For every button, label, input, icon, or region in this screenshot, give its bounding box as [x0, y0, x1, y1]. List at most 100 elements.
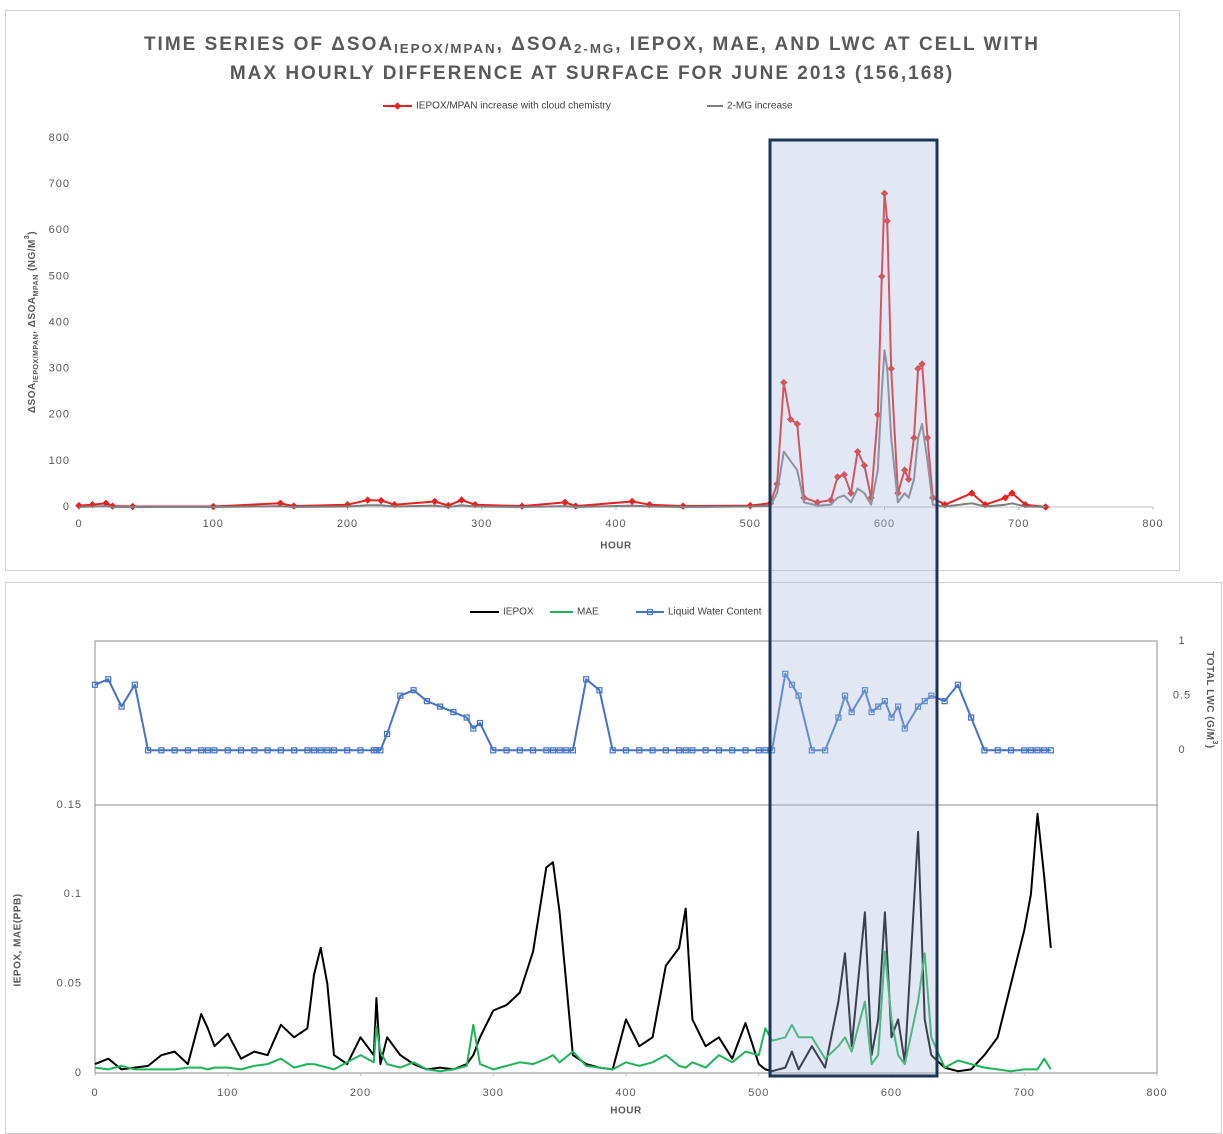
point-marker — [324, 747, 331, 754]
x-tick-label: 700 — [1014, 1087, 1035, 1099]
series-line — [94, 950, 1052, 1073]
y-tick-label: 600 — [49, 224, 70, 236]
legend-label: IEPOX/MPAN increase with cloud chemistry — [416, 101, 611, 112]
point-marker — [1001, 494, 1010, 502]
point-marker — [649, 747, 656, 754]
point-marker — [377, 747, 384, 754]
legend-label: IEPOX — [503, 607, 534, 618]
point-marker — [105, 676, 112, 683]
chart-title: TIME SERIES OF ΔSOAIEPOX/MPAN, ΔSOA2-MG,… — [144, 34, 1040, 56]
y-tick-label: 0.1 — [64, 888, 82, 900]
point-marker — [881, 698, 888, 705]
point-marker — [171, 747, 178, 754]
x-tick-label: 600 — [874, 518, 895, 530]
point-marker — [543, 747, 550, 754]
point-marker — [118, 703, 125, 710]
point-marker — [344, 747, 351, 754]
point-marker — [158, 747, 165, 754]
point-marker — [383, 730, 391, 738]
point-marker — [833, 473, 842, 481]
point-marker — [549, 747, 557, 754]
x-tick-label: 700 — [1008, 518, 1029, 530]
point-marker — [662, 747, 669, 754]
point-marker — [237, 747, 245, 754]
chart-title-part: MAX HOURLY DIFFERENCE AT SURFACE FOR JUN… — [230, 63, 954, 84]
point-marker — [503, 747, 510, 754]
y-tick-label: 0.05 — [57, 978, 82, 990]
point-marker — [91, 681, 99, 688]
x-tick-label: 800 — [1146, 1087, 1167, 1099]
point-marker — [941, 698, 948, 705]
series-line — [78, 349, 1046, 508]
point-marker — [901, 725, 908, 732]
point-marker — [529, 747, 537, 754]
point-marker — [556, 747, 563, 754]
point-marker — [363, 496, 372, 504]
point-marker — [317, 747, 324, 754]
x-tick-label: 300 — [471, 518, 492, 530]
x-tick-label: 300 — [483, 1087, 504, 1099]
y-axis-label-part: ) — [27, 231, 38, 235]
x-tick-label: 800 — [1142, 518, 1163, 530]
point-marker — [373, 747, 380, 754]
point-marker — [516, 747, 523, 754]
point-marker — [583, 676, 590, 683]
y-tick-label: 400 — [49, 316, 70, 328]
point-marker — [1027, 747, 1034, 754]
point-marker — [224, 747, 231, 754]
point-marker — [1047, 747, 1054, 754]
point-marker — [675, 747, 683, 754]
point-marker — [715, 747, 723, 754]
y-tick-label: 200 — [49, 409, 70, 421]
point-marker — [410, 687, 417, 694]
y2-axis-label-part: ) — [1204, 745, 1215, 749]
point-marker — [131, 681, 138, 688]
point-marker — [437, 703, 444, 710]
y-axis-label-part: , ΔSOA — [27, 296, 38, 333]
chart-title-part: IEPOX/MPAN — [394, 41, 497, 56]
x-tick-label: 0 — [91, 1087, 98, 1099]
point-marker — [689, 747, 696, 754]
point-marker — [910, 434, 918, 442]
point-marker — [878, 272, 886, 281]
point-marker — [343, 500, 352, 509]
point-marker — [463, 714, 470, 721]
point-marker — [457, 496, 466, 504]
x-tick-label: 100 — [203, 518, 224, 530]
point-marker — [563, 747, 570, 754]
x-tick-label: 0 — [75, 518, 82, 530]
chart-title-part: , IEPOX, MAE, AND LWC AT CELL WITH — [615, 34, 1040, 55]
y2-tick-label: 0.5 — [1173, 690, 1191, 702]
point-marker — [861, 687, 869, 694]
x-tick-label: 400 — [615, 1087, 636, 1099]
panel-border — [5, 10, 1180, 571]
point-marker — [822, 747, 829, 754]
chart-bottom: 0 100 200 300 400 500 600 700 800 HOUR 0 0.05 0.1 0.1… — [13, 607, 1219, 1117]
point-marker — [954, 681, 961, 688]
y-tick-label: 0 — [63, 501, 70, 513]
point-marker — [795, 692, 802, 699]
point-marker — [476, 719, 484, 727]
point-marker — [868, 708, 875, 716]
point-marker — [914, 364, 922, 373]
y-axis-label-part: MPAN — [33, 274, 40, 296]
panel-border — [5, 582, 1222, 1134]
point-marker — [1041, 747, 1048, 754]
point-marker — [888, 714, 895, 721]
point-marker — [880, 189, 889, 198]
highlight-box — [768, 138, 939, 1078]
y2-tick-label: 1 — [1178, 635, 1185, 647]
point-marker — [1021, 747, 1028, 754]
y-tick-label: 300 — [49, 363, 70, 375]
point-marker — [968, 489, 976, 497]
point-marker — [596, 687, 603, 694]
point-marker — [788, 681, 796, 688]
legend-label: MAE — [577, 607, 599, 618]
point-marker — [490, 747, 497, 754]
chart-title-part: TIME SERIES OF ΔSOA — [144, 34, 394, 55]
point-marker — [921, 698, 928, 705]
y-axis-label-part: ΔSOA — [27, 382, 38, 413]
point-marker — [628, 497, 636, 506]
point-marker — [1034, 747, 1041, 754]
point-marker — [875, 703, 882, 710]
